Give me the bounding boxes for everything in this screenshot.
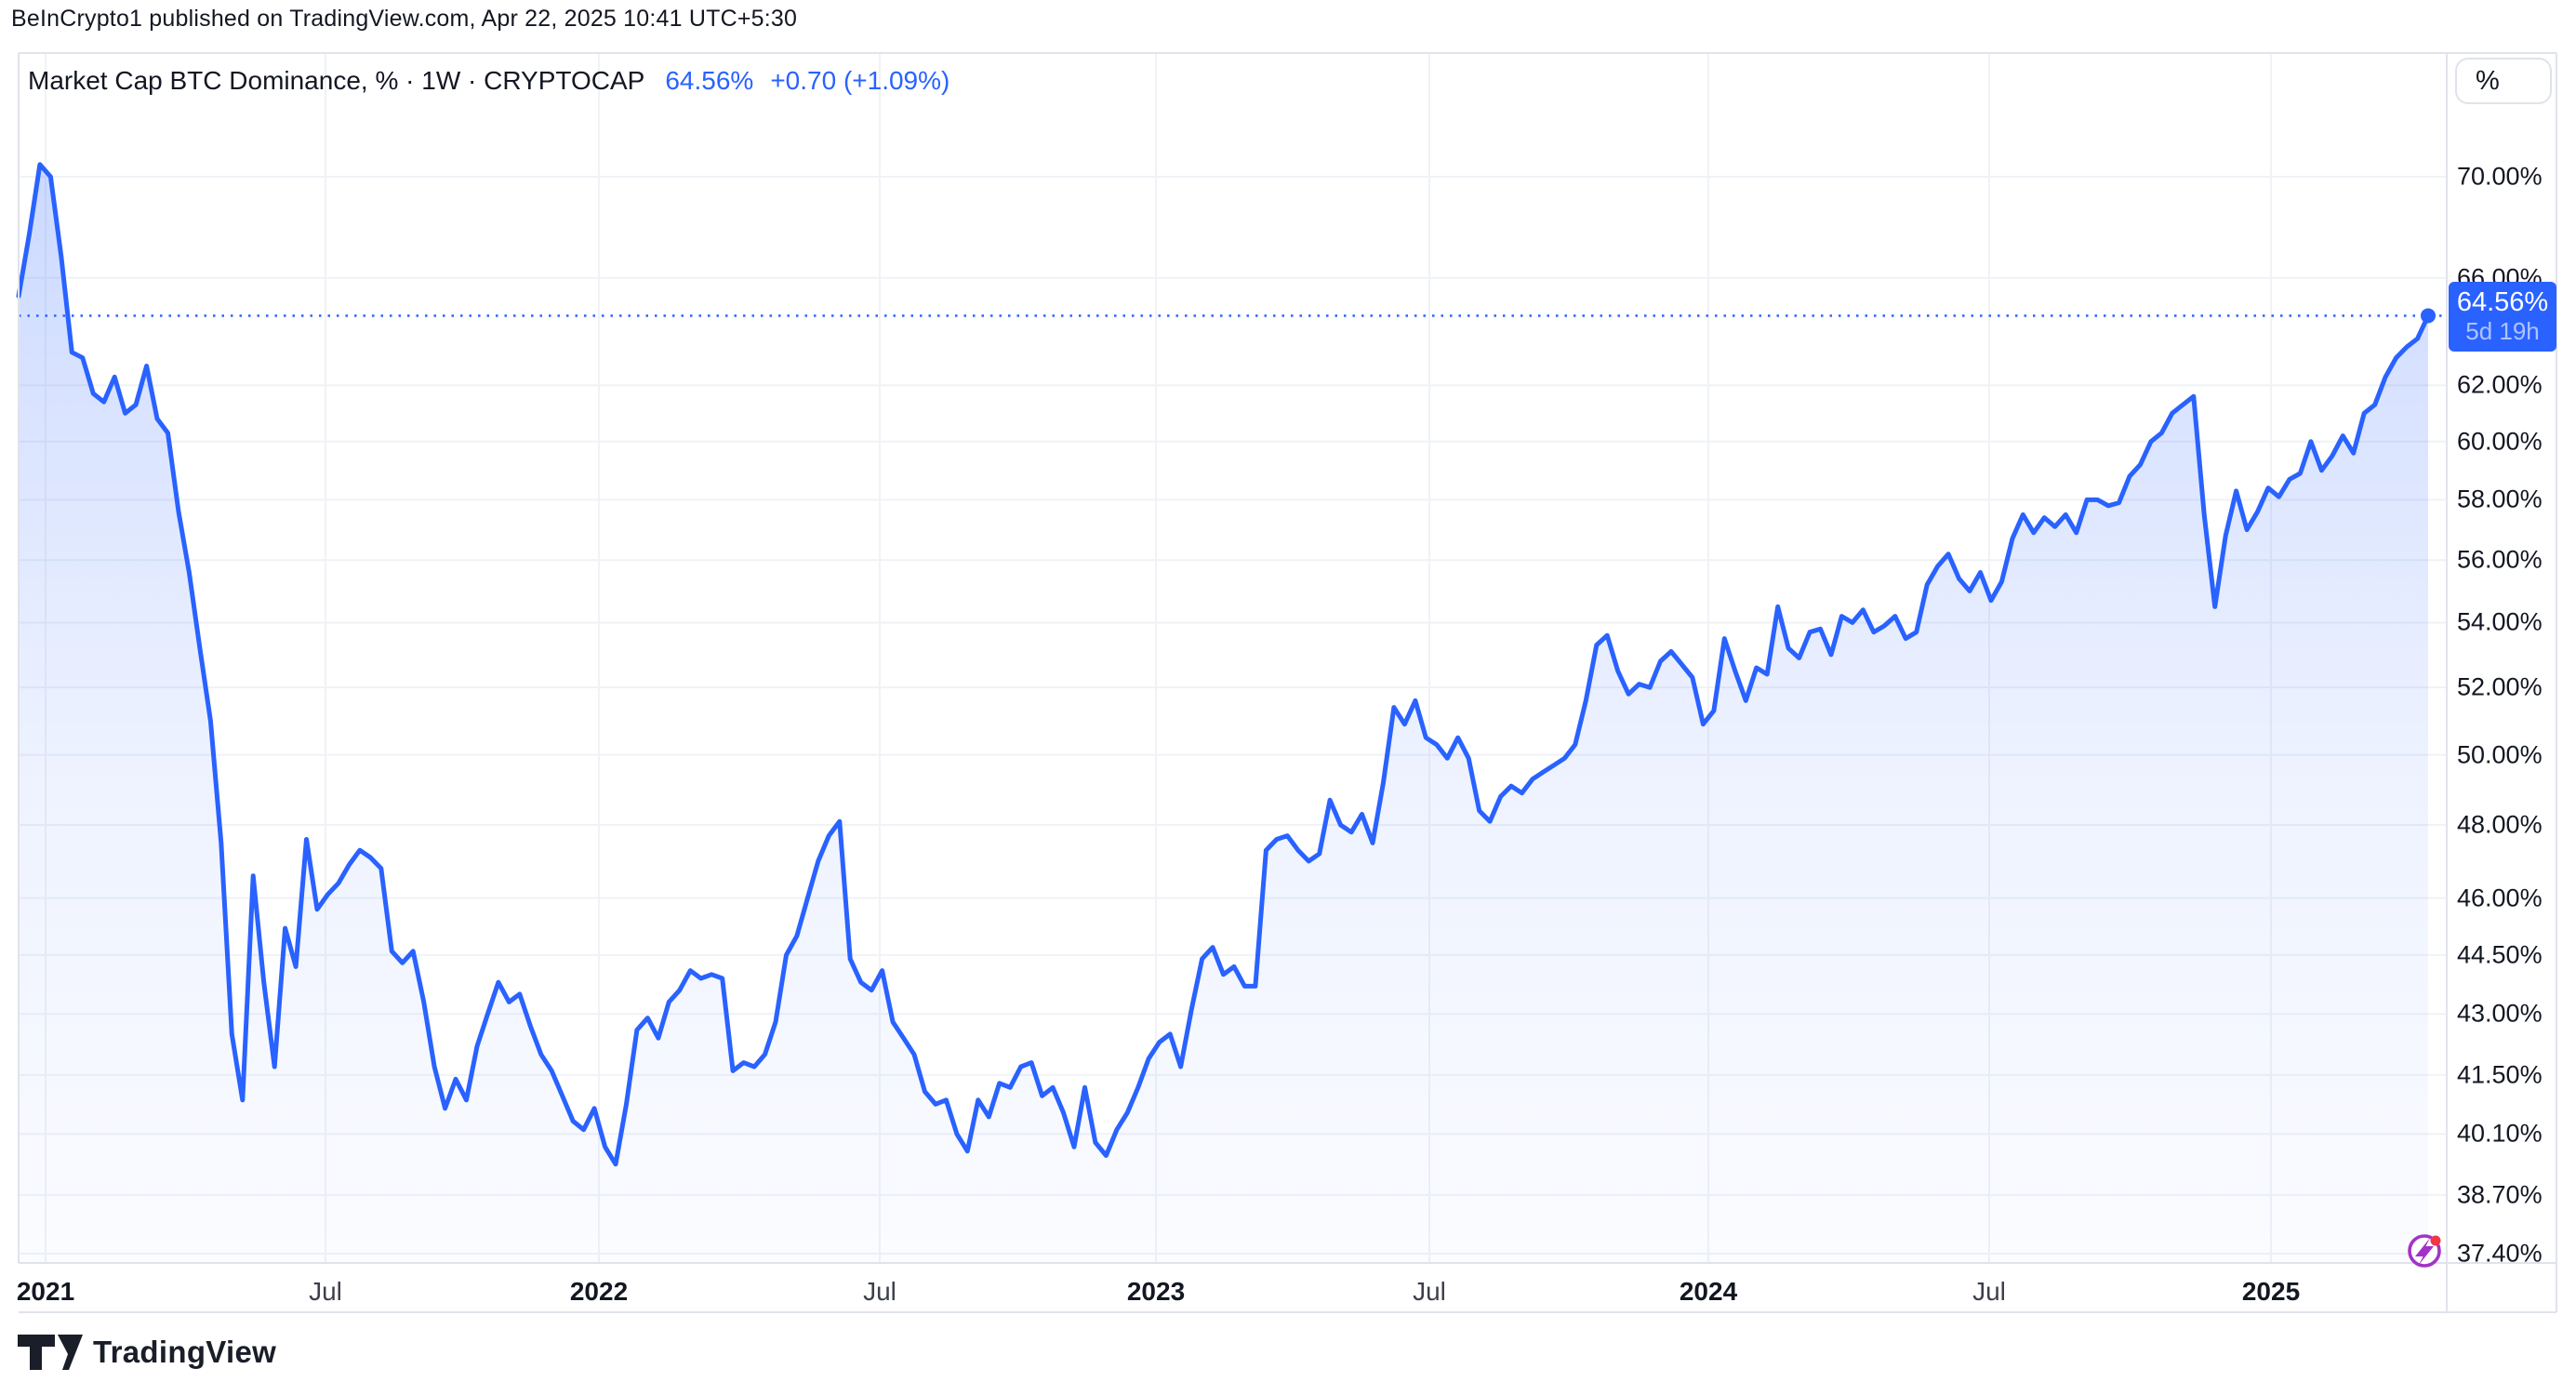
price-tick-label: 43.00%: [2457, 999, 2543, 1028]
chart-legend: Market Cap BTC Dominance, % · 1W · CRYPT…: [28, 66, 949, 96]
price-tick-label: 40.10%: [2457, 1119, 2543, 1148]
time-tick-label: Jul: [309, 1277, 342, 1306]
tradingview-logo-text: TradingView: [93, 1335, 277, 1369]
price-tick-label: 44.50%: [2457, 940, 2543, 969]
time-tick-label: 2021: [16, 1277, 75, 1306]
time-tick-label: 2025: [2241, 1277, 2301, 1306]
time-tick-label: 2022: [569, 1277, 629, 1306]
price-tick-label: 37.40%: [2457, 1239, 2543, 1268]
tradingview-logo[interactable]: TradingView: [17, 1334, 276, 1371]
ideas-stream-icon[interactable]: [2408, 1234, 2441, 1268]
price-scale-unit-button[interactable]: %: [2455, 58, 2552, 104]
price-series: [16, 162, 2447, 1263]
last-value: 64.56%: [665, 66, 754, 95]
change-value: +0.70 (+1.09%): [770, 66, 950, 95]
time-tick-label: 2023: [1126, 1277, 1186, 1306]
symbol-title: Market Cap BTC Dominance, % · 1W · CRYPT…: [28, 66, 645, 95]
price-tick-label: 58.00%: [2457, 485, 2543, 513]
price-tick-label: 48.00%: [2457, 810, 2543, 839]
time-tick-label: Jul: [1972, 1277, 2006, 1306]
pane-borders: [18, 52, 2557, 1313]
price-tick-label: 46.00%: [2457, 884, 2543, 912]
price-tick-label: 62.00%: [2457, 370, 2543, 399]
bar-countdown: 5d 19h: [2465, 317, 2540, 346]
price-tick-label: 52.00%: [2457, 672, 2543, 701]
price-tick-label: 54.00%: [2457, 607, 2543, 636]
time-axis[interactable]: [19, 1263, 2557, 1312]
price-tick-label: 41.50%: [2457, 1060, 2543, 1089]
price-tick-label: 50.00%: [2457, 740, 2543, 769]
price-axis[interactable]: [2447, 53, 2557, 1263]
price-tick-label: 38.70%: [2457, 1180, 2543, 1209]
last-price-value: 64.56%: [2456, 287, 2549, 318]
notification-dot: [2430, 1235, 2441, 1246]
last-price-label: 64.56% 5d 19h: [2449, 282, 2556, 352]
price-tick-label: 70.00%: [2457, 162, 2543, 191]
time-tick-label: Jul: [1413, 1277, 1446, 1306]
time-tick-label: Jul: [863, 1277, 896, 1306]
attribution-header: BeInCrypto1 published on TradingView.com…: [11, 6, 798, 32]
price-tick-label: 56.00%: [2457, 545, 2543, 574]
time-tick-label: 2024: [1679, 1277, 1738, 1306]
tradingview-logo-icon: [18, 1335, 83, 1370]
price-tick-label: 60.00%: [2457, 427, 2543, 456]
